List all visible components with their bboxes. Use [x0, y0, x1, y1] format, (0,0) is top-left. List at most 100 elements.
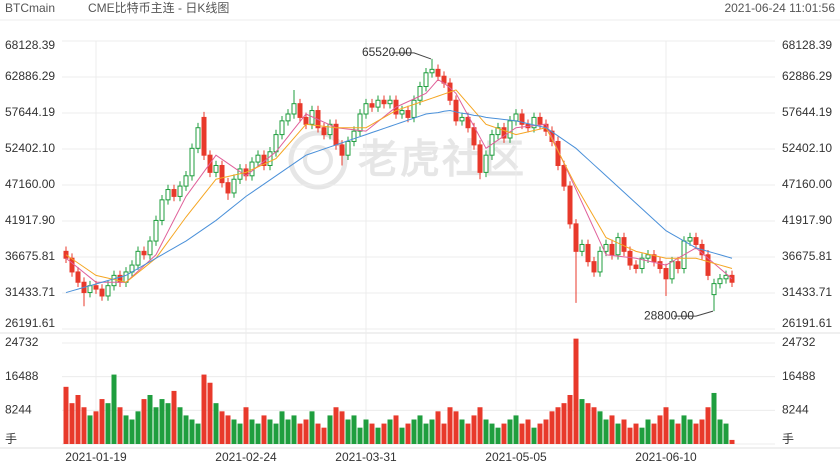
annotation-label: 28800.00	[644, 308, 694, 322]
y-tick-label-right: 47160.00	[782, 177, 832, 191]
y-tick-label-right: 手	[782, 432, 794, 446]
volume-bar	[93, 411, 99, 444]
volume-bar	[279, 411, 285, 444]
volume-bar	[303, 419, 309, 444]
volume-bar	[195, 423, 201, 444]
volume-bar	[339, 411, 345, 444]
volume-bar	[309, 411, 315, 444]
y-tick-label: 36675.81	[5, 249, 55, 263]
candle-body	[711, 283, 717, 296]
volume-bar	[153, 407, 159, 444]
volume-bar	[327, 415, 333, 444]
candle-body	[603, 243, 609, 252]
volume-bar	[447, 407, 453, 444]
candle-body	[609, 243, 615, 256]
volume-bar	[189, 419, 195, 444]
volume-bar	[663, 407, 669, 444]
candle-body	[399, 110, 405, 115]
x-tick-label: 2021-05-05	[485, 450, 547, 464]
candle-body	[687, 237, 693, 242]
annotation-label: 65520.00	[362, 45, 412, 59]
volume-bar	[231, 419, 237, 444]
volume-bar	[381, 423, 387, 444]
candle-body	[519, 113, 525, 125]
candle-body	[585, 243, 591, 263]
volume-bar	[201, 374, 207, 444]
y-tick-label: 68128.39	[5, 38, 55, 52]
plot: 26191.61 26191.61 31433.71 31433.71 36675.81…	[5, 38, 832, 464]
volume-bar	[291, 415, 297, 444]
volume-bar	[657, 415, 663, 444]
candle-body	[111, 274, 117, 287]
volume-bar	[675, 423, 681, 444]
volume-bar	[129, 419, 135, 444]
candle-body	[213, 164, 219, 173]
watermark: 老虎社区	[288, 130, 524, 190]
x-tick-label: 2021-06-10	[635, 450, 697, 464]
volume-bar	[63, 386, 69, 444]
candle-body	[279, 120, 285, 136]
y-tick-label: 52402.10	[5, 141, 55, 155]
volume-bar	[345, 419, 351, 444]
volume-bar	[141, 399, 147, 444]
volume-bar	[375, 427, 381, 444]
candle-body	[597, 250, 603, 273]
volume-bar	[585, 403, 591, 444]
candle-body	[537, 116, 543, 125]
candle-body	[87, 285, 93, 294]
moving-average-line	[65, 110, 733, 294]
candle-body	[177, 185, 183, 197]
volume-bar	[255, 423, 261, 444]
volume-bar	[351, 415, 357, 444]
candle-body	[501, 127, 507, 139]
volume-bar	[207, 382, 213, 444]
y-tick-label: 62886.29	[5, 69, 55, 83]
volume-bar	[183, 415, 189, 444]
candle-body	[627, 250, 633, 266]
y-tick-label-right: 24732	[782, 335, 816, 349]
candle-body	[555, 140, 561, 166]
candle-body	[141, 250, 147, 256]
y-tick-label-right: 68128.39	[782, 38, 832, 52]
volume-bar	[159, 399, 165, 444]
volume-bar	[459, 419, 465, 444]
volume-bar	[651, 423, 657, 444]
volume-bar	[177, 407, 183, 444]
volume-bar	[147, 394, 153, 444]
volume-bar	[363, 419, 369, 444]
volume-bar	[507, 419, 513, 444]
candle-body	[459, 116, 465, 122]
volume-bar	[423, 423, 429, 444]
candle-body	[219, 164, 225, 184]
candle-body	[507, 120, 513, 139]
volume-bar	[267, 419, 273, 444]
y-tick-label: 31433.71	[5, 285, 55, 299]
candle-body	[417, 86, 423, 101]
volume-bar	[687, 419, 693, 444]
candle-body	[621, 237, 627, 252]
y-tick-label: 26191.61	[5, 316, 55, 330]
volume-bar	[111, 374, 117, 444]
candle-body	[285, 113, 291, 122]
y-tick-label-right: 36675.81	[782, 249, 832, 263]
volume-bar	[417, 415, 423, 444]
volume-bar	[87, 415, 93, 444]
volume-bar	[333, 407, 339, 444]
candle-body	[183, 175, 189, 187]
candle-body	[369, 103, 375, 108]
timestamp: 2021-06-24 11:01:56	[724, 1, 835, 15]
annotation-leader	[674, 310, 714, 317]
volume-bar	[615, 423, 621, 444]
volume-bar	[357, 427, 363, 444]
volume-bar	[501, 423, 507, 444]
y-tick-label: 手	[5, 432, 17, 446]
volume-bar	[711, 392, 717, 444]
candle-body	[225, 182, 231, 194]
volume-bar	[165, 403, 171, 444]
volume-bar	[297, 423, 303, 444]
volume-bar	[237, 423, 243, 444]
volume-bar	[699, 419, 705, 444]
annotation-leader	[392, 52, 432, 60]
